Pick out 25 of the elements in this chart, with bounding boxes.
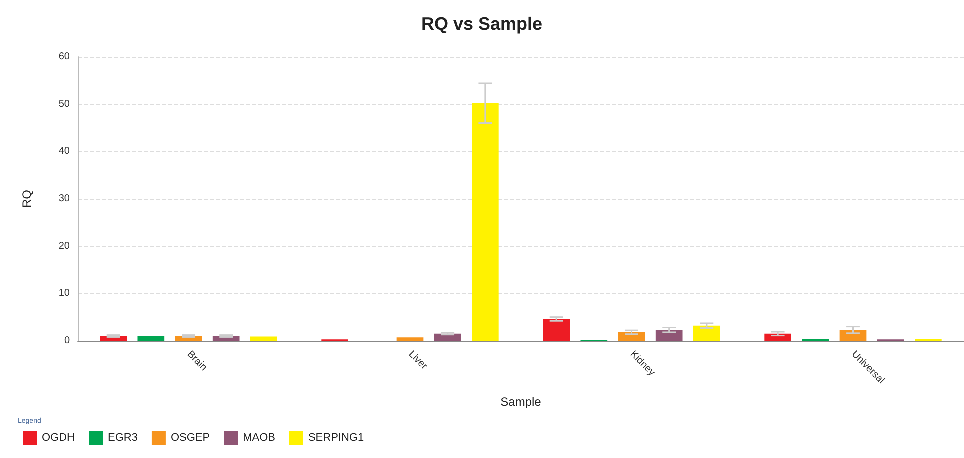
x-axis-title: Sample xyxy=(500,395,542,409)
bar xyxy=(396,338,424,341)
y-tick-label: 10 xyxy=(58,288,70,300)
y-tick-label: 0 xyxy=(64,336,70,346)
chart-title: RQ vs Sample xyxy=(421,14,543,34)
bar xyxy=(250,336,278,341)
bar xyxy=(472,103,499,341)
y-axis-title: RQ xyxy=(20,190,34,208)
bar xyxy=(694,326,720,341)
bar xyxy=(434,334,462,341)
legend-label: MAOB xyxy=(243,432,276,444)
bar xyxy=(840,330,867,341)
legend-label: EGR3 xyxy=(108,432,138,444)
y-tick-label: 40 xyxy=(58,146,70,158)
bar xyxy=(138,336,165,341)
bar xyxy=(543,319,570,341)
y-tick-label: 50 xyxy=(58,98,70,110)
y-tick-label: 20 xyxy=(58,240,70,252)
y-tick-label: 60 xyxy=(58,52,70,62)
y-tick-label: 30 xyxy=(58,194,70,204)
bar xyxy=(618,332,646,341)
bar xyxy=(656,330,683,341)
legend-label: OGDH xyxy=(42,432,76,444)
legend-label: OSGEP xyxy=(170,432,210,444)
legend-label: SERPING1 xyxy=(308,432,364,444)
